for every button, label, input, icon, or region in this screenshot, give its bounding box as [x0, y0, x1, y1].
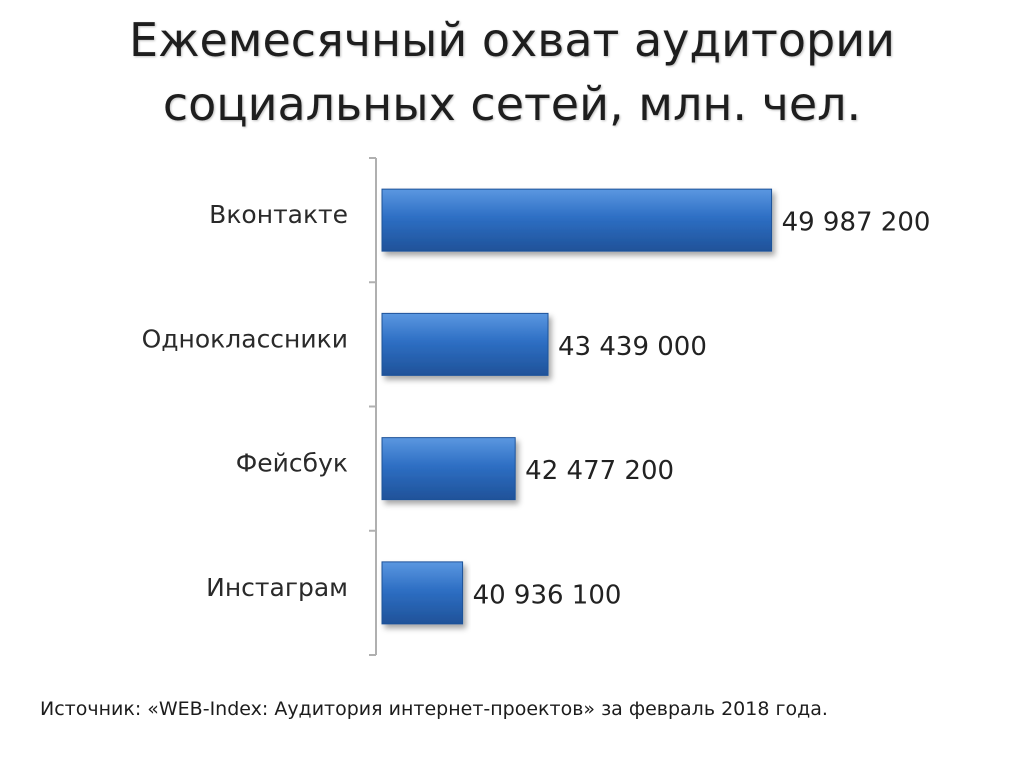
- category-label-3: Фейсбук: [236, 449, 348, 478]
- value-label-4: 40 936 100: [473, 580, 622, 610]
- chart-title-line-2: социальных сетей, млн. чел.: [162, 77, 862, 131]
- chart-title-line-1: Ежемесячный охват аудитории: [129, 13, 895, 67]
- bar-4: [381, 561, 464, 625]
- category-label-2: Одноклассники: [142, 324, 348, 353]
- bar-3: [381, 437, 516, 501]
- bar-2: [381, 312, 549, 376]
- value-label-1: 49 987 200: [782, 208, 931, 238]
- value-label-2: 43 439 000: [558, 332, 707, 362]
- value-label-3: 42 477 200: [525, 456, 674, 486]
- category-label-1: Вконтакте: [209, 200, 348, 229]
- category-label-4: Инстаграм: [206, 573, 348, 602]
- chart-title: Ежемесячный охват аудитории социальных с…: [0, 8, 1024, 136]
- source-note: Источник: «WEB-Index: Аудитория интернет…: [40, 698, 828, 720]
- bar-1: [381, 188, 773, 252]
